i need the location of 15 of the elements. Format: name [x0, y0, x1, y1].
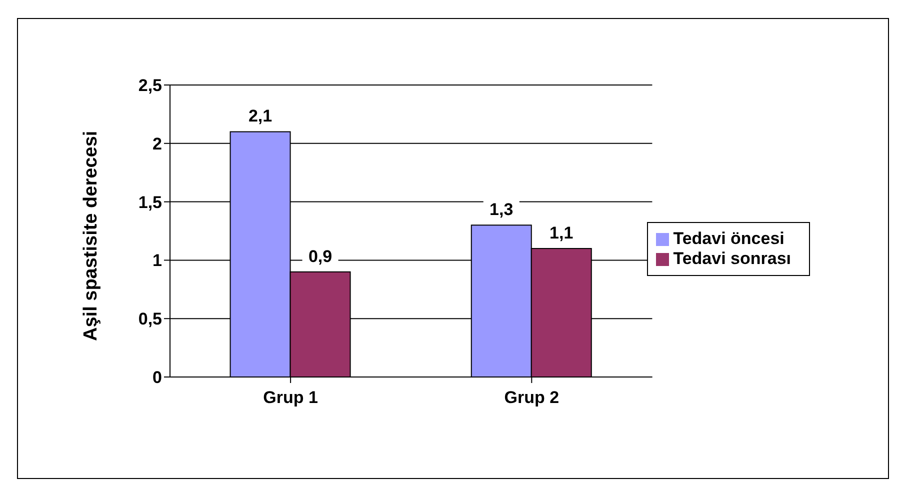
- y-tick-label: 2: [152, 134, 162, 154]
- y-axis-title: Aşil spastisite derecesi: [80, 130, 102, 341]
- data-label: 1,1: [550, 224, 574, 243]
- y-tick-label: 2,5: [138, 76, 162, 96]
- data-label: 2,1: [248, 106, 272, 126]
- y-tick-label: 1: [152, 251, 162, 270]
- legend-label: Tedavi öncesi: [673, 228, 784, 248]
- y-tick-label: 0: [152, 368, 162, 388]
- y-tick-label: 1,5: [138, 192, 162, 212]
- legend-label: Tedavi sonrası: [673, 248, 791, 268]
- data-label: 0,9: [308, 246, 332, 266]
- y-tick-label: 0,5: [138, 310, 162, 329]
- data-label: 1,3: [490, 200, 514, 220]
- x-tick-label: Grup 1: [263, 388, 318, 408]
- x-tick-label: Grup 2: [504, 388, 560, 408]
